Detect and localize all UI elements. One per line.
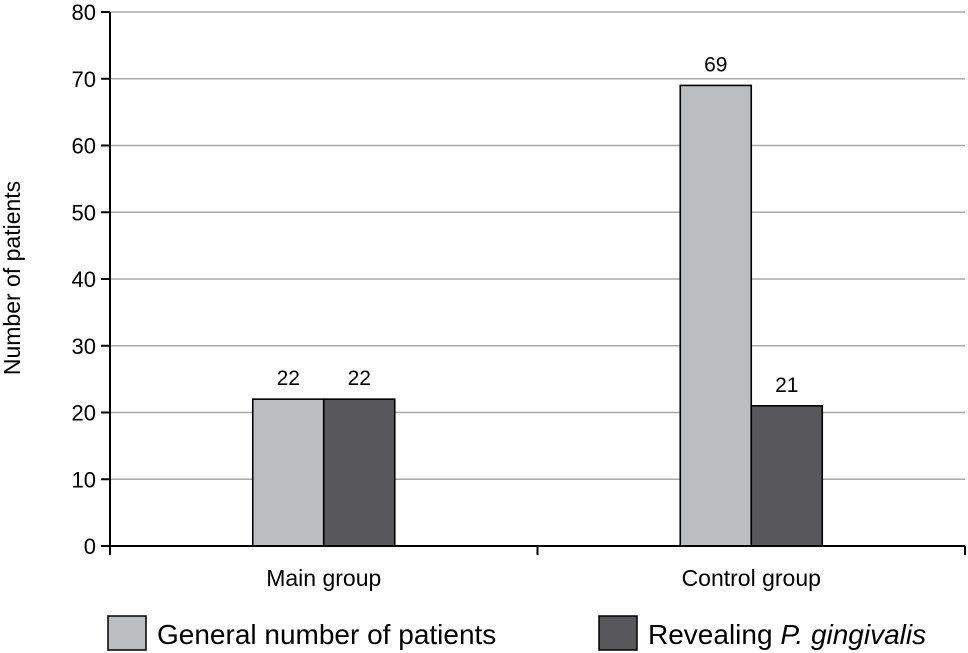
y-tick-label: 30 [72, 334, 96, 359]
y-tick-label: 80 [72, 0, 96, 25]
gridlines [110, 11, 965, 481]
data-label: 22 [277, 367, 300, 390]
data-label: 69 [704, 53, 727, 76]
y-tick-label: 10 [72, 467, 96, 492]
y-tick-label: 20 [72, 401, 96, 426]
x-category-label: Main group [266, 565, 381, 591]
y-tick-label: 70 [72, 67, 96, 92]
bar [750, 405, 824, 547]
legend-label-general: General number of patients [157, 619, 496, 650]
legend-label-species: P. gingivalis [780, 619, 926, 650]
y-tick-label: 0 [84, 534, 96, 559]
data-labels: 22 22 69 21 [277, 53, 799, 396]
data-label: 21 [775, 374, 798, 397]
legend-label-pgingivalis: Revealing P. gingivalis [648, 619, 926, 650]
x-category-labels: Main group Control group [266, 565, 821, 591]
y-tick-label: 50 [72, 200, 96, 225]
bar [322, 398, 396, 547]
axes [101, 11, 966, 555]
legend-label-prefix: Revealing [648, 619, 780, 650]
legend-swatch-general [107, 615, 147, 651]
bars [251, 84, 824, 547]
legend-swatch-pgingivalis [598, 615, 638, 651]
bar [251, 398, 325, 547]
legend: General number of patients Revealing P. … [107, 615, 926, 651]
y-tick-labels: 0 10 20 30 40 50 60 70 80 [72, 0, 96, 559]
y-tick-label: 60 [72, 134, 96, 159]
bar [679, 84, 753, 547]
y-axis-title: Number of patients [0, 181, 25, 375]
x-category-label: Control group [682, 565, 821, 591]
data-label: 22 [348, 367, 371, 390]
y-tick-label: 40 [72, 267, 96, 292]
